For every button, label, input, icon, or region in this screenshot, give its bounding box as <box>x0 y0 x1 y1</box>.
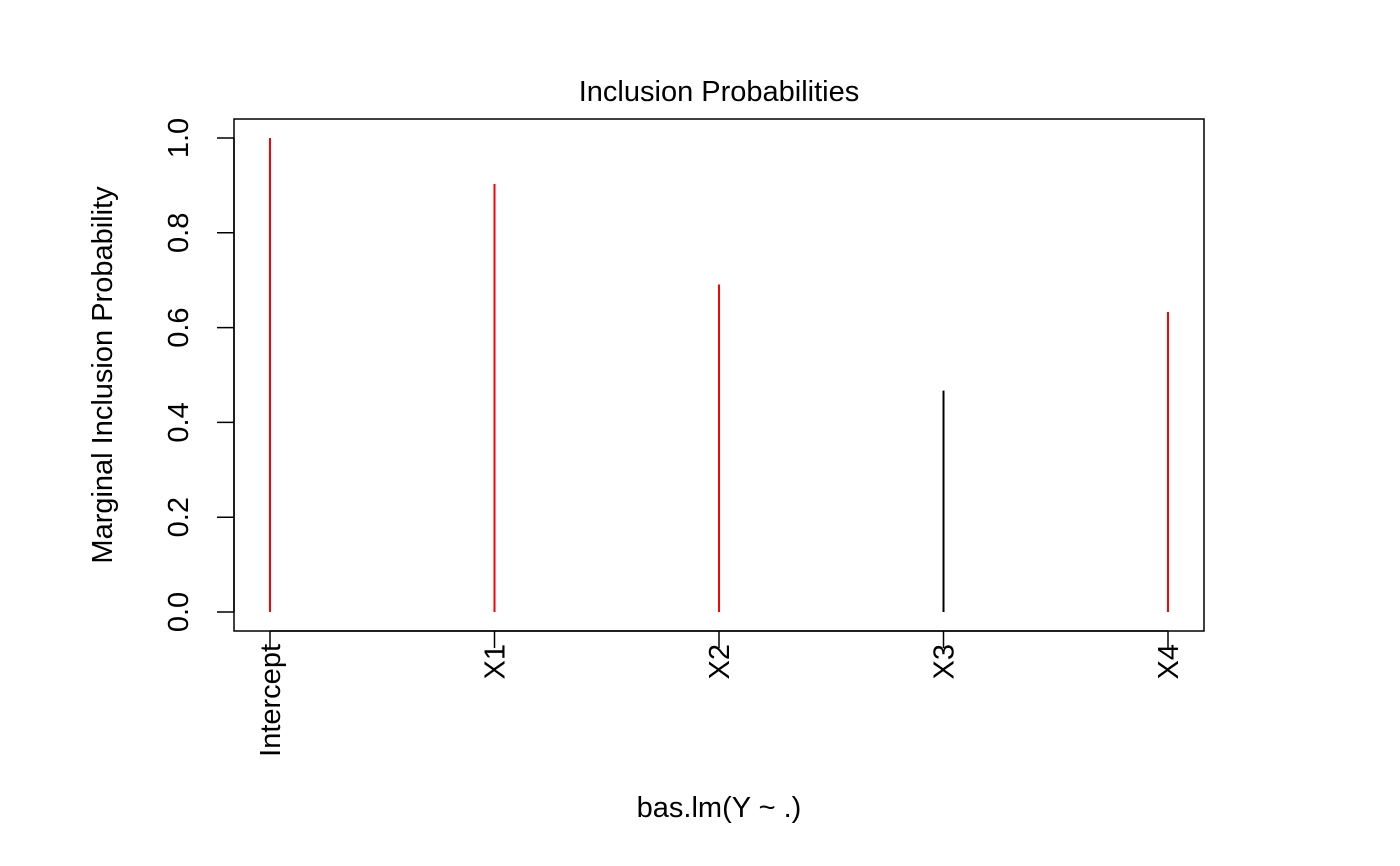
y-axis-label: Marginal Inclusion Probability <box>87 186 119 564</box>
y-tick-label: 0.4 <box>163 402 195 442</box>
x-tick-label: X1 <box>480 644 512 679</box>
y-tick-label: 1.0 <box>163 118 195 158</box>
y-tick-label: 0.8 <box>163 213 195 253</box>
y-tick-label: 0.2 <box>163 497 195 537</box>
x-tick-label: X2 <box>704 644 736 679</box>
y-tick-label: 0.6 <box>163 307 195 347</box>
y-tick-label: 0.0 <box>163 592 195 632</box>
y-axis: 0.0 0.2 0.4 0.6 0.8 1.0 <box>163 118 235 632</box>
x-tick-label: Intercept <box>255 644 287 757</box>
x-tick-label: X4 <box>1153 644 1185 679</box>
chart-title: Inclusion Probabilities <box>579 76 859 108</box>
x-tick-label: X3 <box>929 644 961 679</box>
x-axis-label: bas.lm(Y ~ .) <box>637 792 802 824</box>
x-axis: Intercept X1 X2 X3 X4 <box>255 630 1185 757</box>
data-bars <box>269 138 1169 612</box>
